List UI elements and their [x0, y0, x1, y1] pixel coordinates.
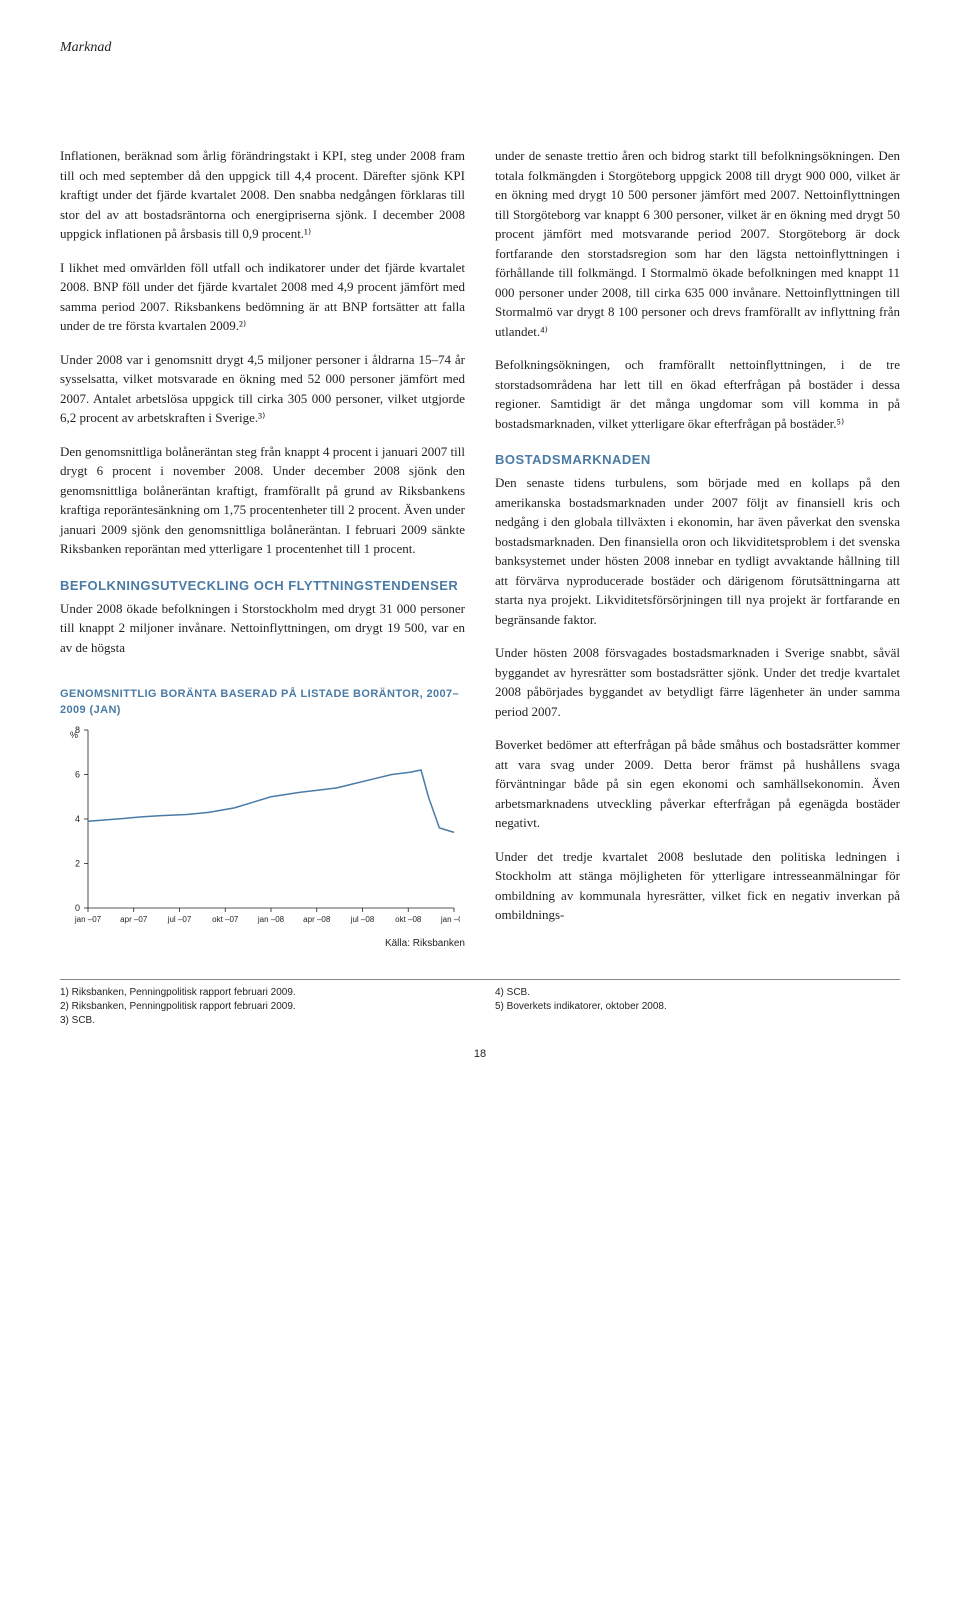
svg-text:okt –08: okt –08: [395, 915, 422, 924]
chart-title: GENOMSNITTLIG BORÄNTA BASERAD PÅ LISTADE…: [60, 687, 465, 718]
paragraph: Inflationen, beräknad som årlig förändri…: [60, 146, 465, 244]
svg-text:okt –07: okt –07: [212, 915, 239, 924]
left-column: Inflationen, beräknad som årlig förändri…: [60, 146, 465, 949]
svg-text:jan –07: jan –07: [74, 915, 102, 924]
svg-text:jul –07: jul –07: [167, 915, 192, 924]
section-heading: BOSTADSMARKNADEN: [495, 451, 900, 469]
footnotes-left: 1) Riksbanken, Penningpolitisk rapport f…: [60, 986, 465, 1028]
paragraph: Under 2008 ökade befolkningen i Storstoc…: [60, 599, 465, 658]
svg-text:4: 4: [75, 814, 80, 824]
paragraph: Boverket bedömer att efterfrågan på både…: [495, 735, 900, 833]
svg-text:6: 6: [75, 769, 80, 779]
chart-container: %02468jan –07apr –07jul –07okt –07jan –0…: [60, 724, 465, 949]
footnotes-right: 4) SCB.5) Boverkets indikatorer, oktober…: [495, 986, 900, 1028]
footnote: 1) Riksbanken, Penningpolitisk rapport f…: [60, 986, 465, 1000]
svg-text:apr –07: apr –07: [120, 915, 148, 924]
chart-source: Källa: Riksbanken: [60, 938, 465, 949]
footnote: 3) SCB.: [60, 1014, 465, 1028]
footnote: 4) SCB.: [495, 986, 900, 1000]
line-chart: %02468jan –07apr –07jul –07okt –07jan –0…: [60, 724, 460, 934]
paragraph: under de senaste trettio åren och bidrog…: [495, 146, 900, 341]
right-column: under de senaste trettio åren och bidrog…: [495, 146, 900, 949]
paragraph: Den senaste tidens turbulens, som börjad…: [495, 473, 900, 629]
paragraph: Befolkningsökningen, och framförallt net…: [495, 355, 900, 433]
page-header: Marknad: [60, 40, 900, 56]
svg-text:0: 0: [75, 903, 80, 913]
paragraph: Under 2008 var i genomsnitt drygt 4,5 mi…: [60, 350, 465, 428]
footnote: 5) Boverkets indikatorer, oktober 2008.: [495, 1000, 900, 1014]
svg-text:2: 2: [75, 858, 80, 868]
paragraph: Den genomsnittliga bolåneräntan steg frå…: [60, 442, 465, 559]
paragraph: I likhet med omvärlden föll utfall och i…: [60, 258, 465, 336]
paragraph: Under hösten 2008 försvagades bostadsmar…: [495, 643, 900, 721]
svg-text:jan –08: jan –08: [257, 915, 285, 924]
page-number: 18: [60, 1048, 900, 1060]
paragraph: Under det tredje kvartalet 2008 beslutad…: [495, 847, 900, 925]
footnotes: 1) Riksbanken, Penningpolitisk rapport f…: [60, 979, 900, 1028]
svg-text:8: 8: [75, 725, 80, 735]
svg-text:apr –08: apr –08: [303, 915, 331, 924]
section-heading: BEFOLKNINGSUTVECKLING OCH FLYTTNINGSTEND…: [60, 577, 465, 595]
svg-text:jan –09: jan –09: [440, 915, 460, 924]
svg-text:jul –08: jul –08: [350, 915, 375, 924]
footnote: 2) Riksbanken, Penningpolitisk rapport f…: [60, 1000, 465, 1014]
text-columns: Inflationen, beräknad som årlig förändri…: [60, 146, 900, 949]
